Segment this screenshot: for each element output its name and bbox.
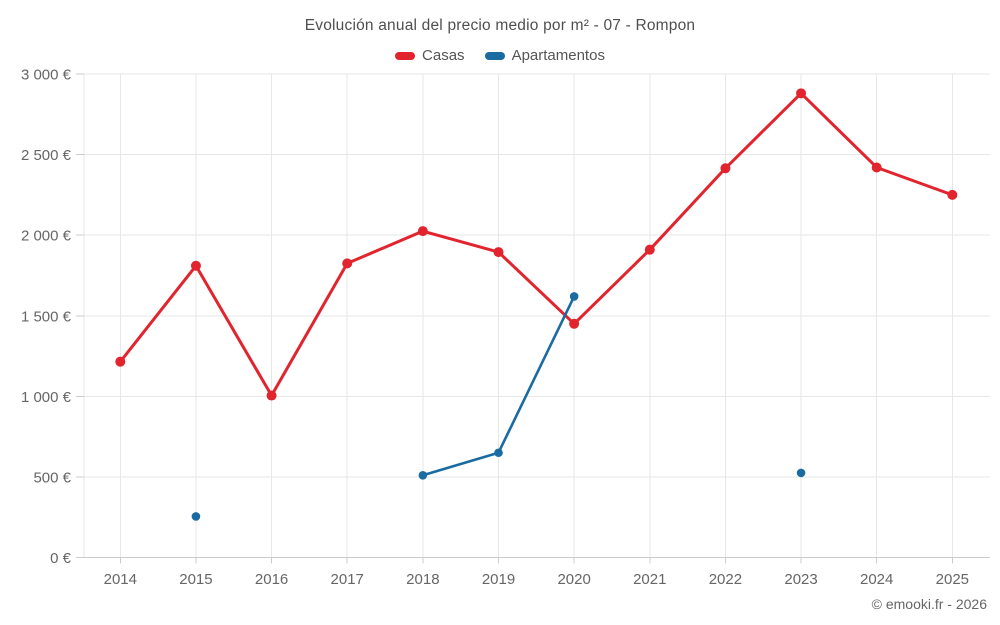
point-casas-2025[interactable] (947, 189, 958, 200)
point-apartamentos-2018[interactable] (418, 471, 428, 480)
y-tick-label: 0 € (50, 550, 72, 567)
y-tick-label: 500 € (33, 469, 71, 486)
point-apartamentos-2020[interactable] (569, 292, 579, 301)
x-axis-labels: 2014 2015 2016 2017 2018 2019 2020 2021 2022 2023… (104, 571, 969, 588)
legend-item-apartamentos[interactable]: Apartamentos (484, 47, 605, 64)
x-tick-label: 2019 (482, 571, 515, 588)
axes (76, 73, 990, 564)
x-tick-label: 2015 (179, 571, 212, 588)
point-casas-2014[interactable] (115, 356, 126, 367)
y-tick-label: 2 000 € (21, 228, 72, 245)
legend-swatch-casas (395, 51, 416, 60)
y-tick-label: 1 500 € (21, 308, 72, 325)
series-apartamentos (191, 292, 806, 521)
x-tick-label: 2022 (709, 571, 742, 588)
y-tick-label: 1 000 € (21, 389, 72, 406)
legend-swatch-apartamentos (484, 51, 505, 60)
series-line-casas (118, 91, 954, 398)
point-casas-2020[interactable] (569, 318, 580, 329)
y-tick-label: 2 500 € (21, 147, 72, 164)
legend-label-apartamentos: Apartamentos (511, 47, 605, 64)
chart-legend: Casas Apartamentos (0, 47, 1000, 64)
point-apartamentos-2015[interactable] (191, 512, 201, 521)
legend-item-casas[interactable]: Casas (395, 47, 465, 64)
x-tick-label: 2025 (936, 571, 969, 588)
x-tick-label: 2023 (784, 571, 817, 588)
point-casas-2017[interactable] (342, 258, 353, 269)
x-tick-label: 2018 (406, 571, 439, 588)
point-apartamentos-2023[interactable] (796, 468, 806, 478)
y-tick-label: 3 000 € (21, 67, 72, 84)
point-casas-2021[interactable] (644, 244, 655, 255)
x-tick-label: 2024 (860, 571, 893, 588)
x-tick-label: 2020 (557, 571, 590, 588)
point-casas-2024[interactable] (871, 162, 882, 173)
point-casas-2018[interactable] (417, 226, 428, 237)
point-casas-2016[interactable] (266, 390, 277, 401)
series-casas (115, 88, 958, 401)
x-tick-label: 2017 (331, 571, 364, 588)
copyright-credit: © emooki.fr - 2026 (871, 596, 987, 612)
y-axis-labels: 0 € 500 € 1 000 € 1 500 € 2 000 € 2 500 € 3 00… (21, 67, 72, 568)
point-casas-2019[interactable] (493, 247, 504, 258)
x-tick-label: 2014 (104, 571, 137, 588)
legend-label-casas: Casas (422, 47, 465, 64)
point-casas-2022[interactable] (720, 163, 731, 174)
x-tick-label: 2021 (633, 571, 666, 588)
x-tick-label: 2016 (255, 571, 288, 588)
point-apartamentos-2019[interactable] (494, 448, 503, 458)
point-casas-2023[interactable] (796, 88, 807, 99)
point-casas-2015[interactable] (190, 260, 201, 271)
chart-title: Evolución anual del precio medio por m² … (304, 17, 696, 34)
